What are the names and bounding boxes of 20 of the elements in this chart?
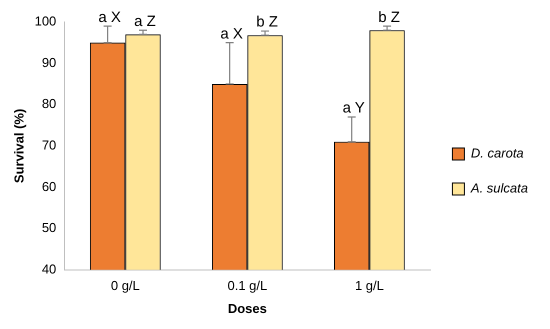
data-label: a X	[98, 8, 121, 26]
data-label: a X	[220, 25, 243, 42]
y-tick-label: 40	[42, 261, 56, 276]
x-tick-label: 0 g/L	[110, 278, 140, 294]
x-tick-label: 1 g/L	[354, 278, 384, 294]
data-label: b Z	[256, 14, 278, 31]
y-tick-label: 90	[42, 54, 56, 70]
x-axis-title: Doses	[228, 300, 267, 316]
data-label: a Y	[342, 100, 365, 117]
y-tick-label: 70	[42, 137, 56, 152]
y-tick-label: 80	[42, 96, 56, 112]
y-tick-label: 50	[42, 220, 56, 236]
data-label: b Z	[378, 8, 400, 26]
legend-label: A. sulcata	[470, 180, 528, 196]
y-tick-label: 100	[34, 14, 56, 29]
data-label: a Z	[134, 12, 156, 30]
x-tick-label: 0.1 g/L	[227, 278, 268, 294]
y-axis-title: Survival (%)	[11, 108, 26, 184]
legend-label: D. carota	[470, 146, 524, 161]
y-tick-label: 60	[42, 178, 56, 194]
